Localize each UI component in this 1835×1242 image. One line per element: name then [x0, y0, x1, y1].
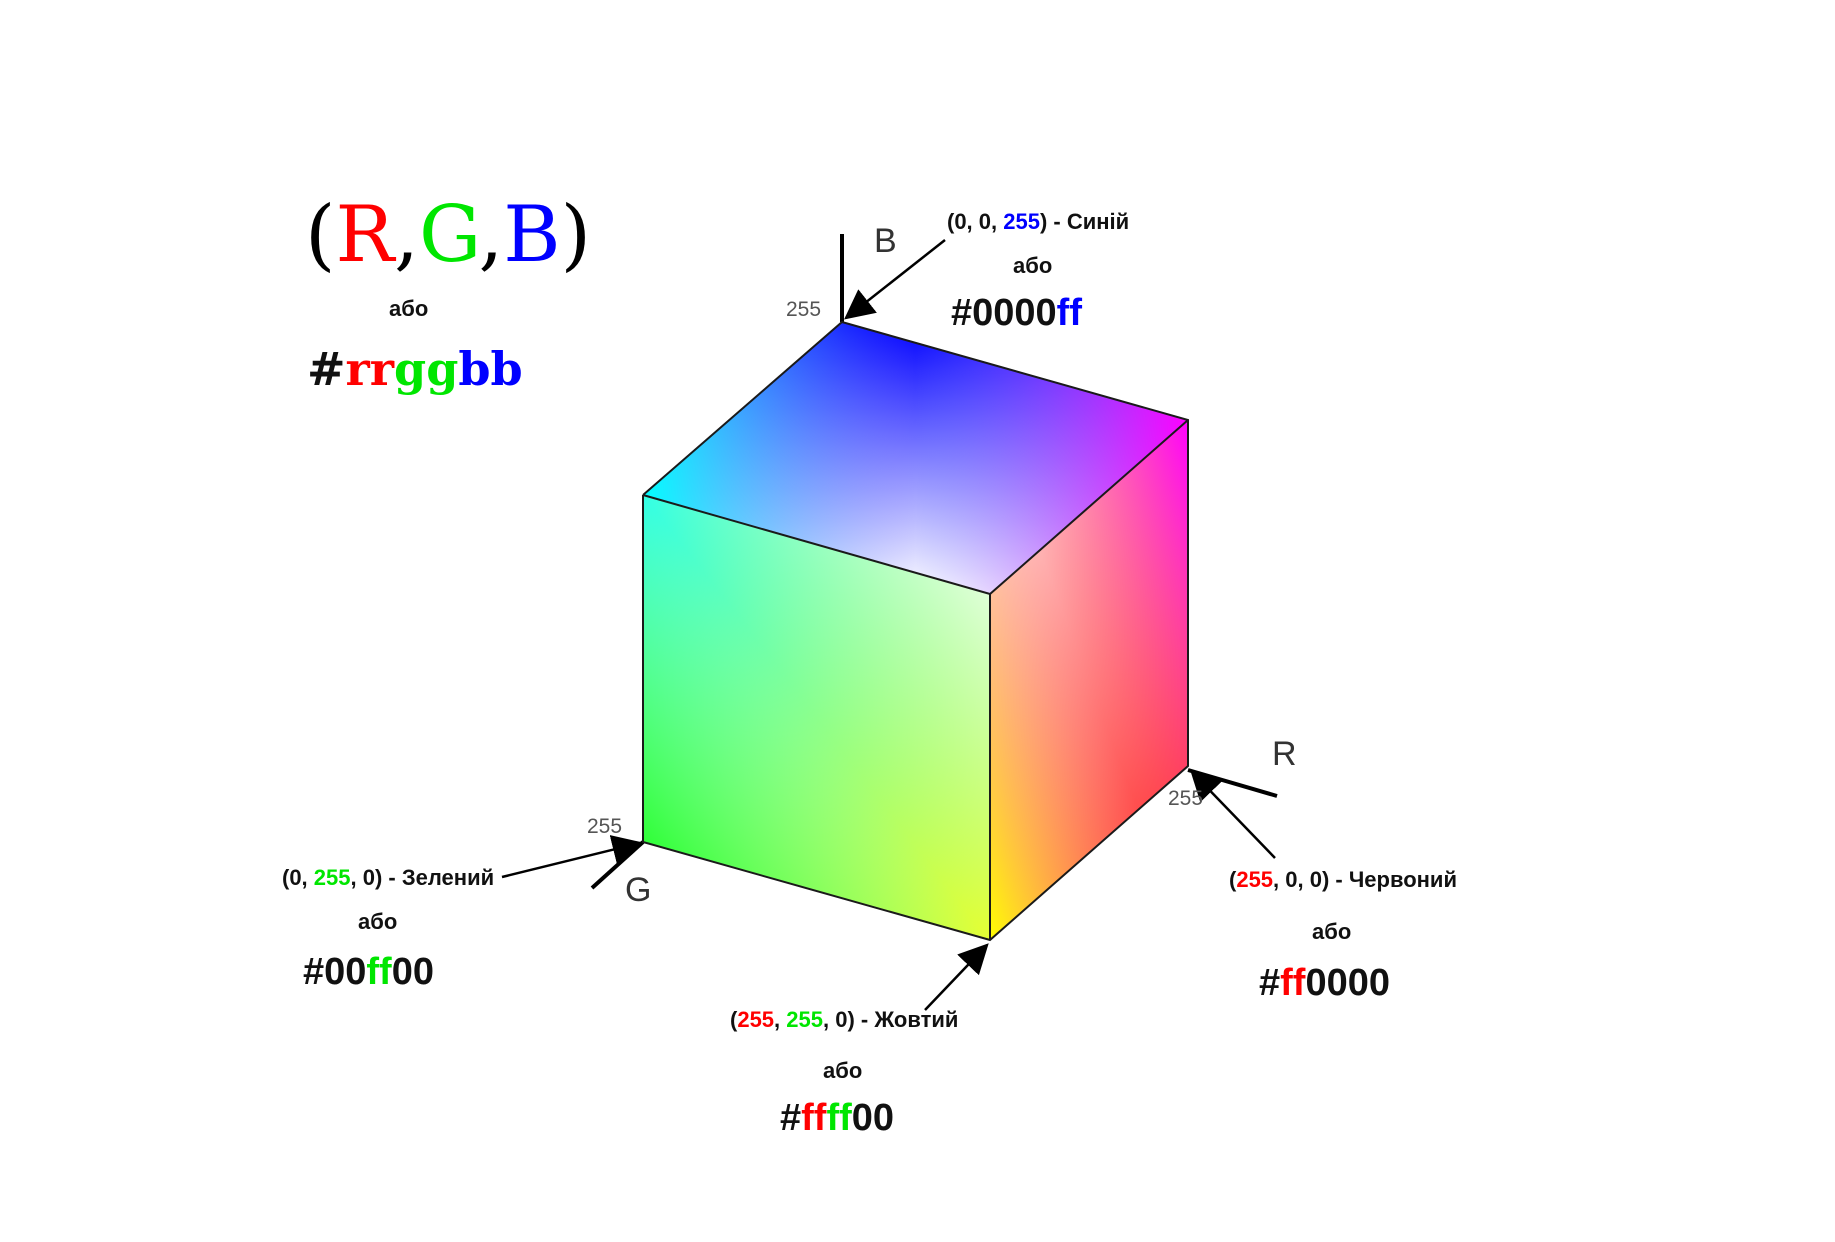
green-or: або	[358, 909, 398, 934]
cube-face-top	[643, 322, 1188, 594]
yellow-hex-part2: ff	[801, 1097, 827, 1139]
comma-1: ,	[394, 190, 419, 280]
green-label-prefix: (0,	[282, 865, 314, 890]
paren-close: )	[560, 190, 592, 280]
g-letter: G	[418, 190, 479, 280]
yellow-hex-part1: #	[780, 1097, 802, 1139]
green-hex: #00ff00	[303, 950, 434, 994]
red-arrow	[1190, 770, 1276, 859]
blue-rgb-label: (0, 0, 255) - Синій	[947, 208, 1129, 236]
blue-label-prefix: (0, 0,	[947, 209, 1004, 234]
red-hex-part2: ff	[1280, 962, 1306, 1004]
red-label-prefix: (	[1229, 867, 1237, 892]
red-hex: #ff0000	[1259, 961, 1390, 1005]
yellow-label-g-value: 255	[786, 1007, 823, 1032]
blue-label-value: 255	[1003, 209, 1040, 234]
yellow-label-suffix: , 0) - Жовтий	[823, 1007, 959, 1032]
axis-label-b: B	[874, 222, 897, 260]
blue-arrow	[844, 239, 946, 320]
comma-2: ,	[478, 190, 504, 280]
cube-edges	[642, 320, 1189, 942]
cube-face-left	[643, 495, 990, 940]
green-hex-part1: #00	[303, 951, 367, 993]
yellow-or: або	[823, 1058, 863, 1083]
header-or: або	[389, 296, 429, 321]
b-letter: B	[503, 190, 561, 280]
blue-label-suffix: ) - Синій	[1039, 209, 1130, 234]
axis-label-g: G	[625, 871, 652, 909]
yellow-hex-part3: ff	[826, 1097, 852, 1139]
green-hex-part3: 00	[391, 951, 434, 993]
green-label-value: 255	[313, 865, 351, 890]
red-hex-part3: 0000	[1305, 962, 1390, 1004]
blue-hex: #0000ff	[951, 291, 1082, 335]
yellow-hex: #ffff00	[780, 1096, 894, 1140]
blue-or: або	[1013, 253, 1053, 278]
r-letter: R	[335, 190, 395, 280]
hex-bb: bb	[458, 342, 523, 396]
rgb-header: (R,G,B)	[305, 190, 591, 280]
red-label-suffix: , 0, 0) - Червоний	[1273, 867, 1457, 892]
axis-label-r: R	[1272, 735, 1297, 773]
yellow-rgb-label: (255, 255, 0) - Жовтий	[730, 1006, 958, 1034]
tick-255-r: 255	[1168, 787, 1204, 810]
red-hex-part1: #	[1259, 962, 1281, 1004]
yellow-label-r-value: 255	[737, 1007, 775, 1032]
red-or: або	[1312, 919, 1352, 944]
green-arrow	[501, 835, 643, 879]
red-label-value: 255	[1236, 867, 1274, 892]
hex-hash: #	[307, 342, 346, 396]
yellow-label-sep: ,	[774, 1007, 787, 1032]
yellow-label-prefix: (	[730, 1007, 738, 1032]
tick-255-b: 255	[786, 298, 822, 321]
hex-format: #rrggbb	[307, 341, 523, 397]
green-hex-part2: ff	[366, 951, 392, 993]
red-rgb-label: (255, 0, 0) - Червоний	[1229, 866, 1457, 894]
hex-gg: gg	[394, 342, 459, 396]
green-label-suffix: , 0) - Зелений	[350, 865, 495, 890]
yellow-hex-part4: 00	[851, 1097, 895, 1139]
cube-face-right	[990, 420, 1188, 940]
hex-rr: rr	[345, 342, 395, 396]
yellow-arrow	[924, 943, 989, 1011]
green-rgb-label: (0, 255, 0) - Зелений	[282, 864, 494, 892]
tick-255-g: 255	[587, 815, 623, 838]
paren-open: (	[305, 190, 336, 280]
blue-hex-part2: ff	[1056, 292, 1082, 334]
blue-hex-part1: #0000	[951, 292, 1057, 334]
